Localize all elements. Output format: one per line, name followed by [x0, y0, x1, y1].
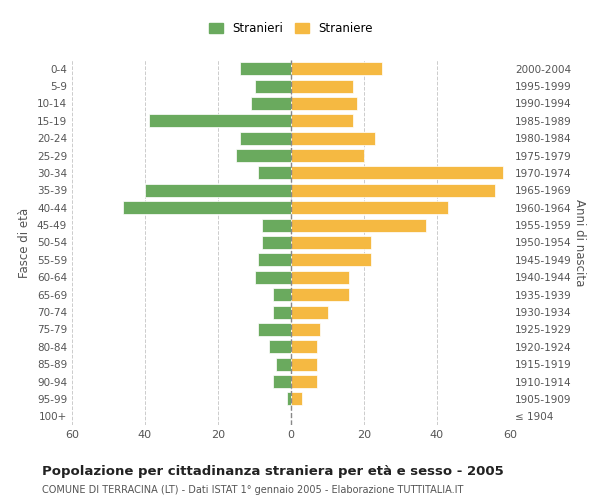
Bar: [287, 392, 291, 406]
Bar: [291, 254, 371, 266]
Bar: [291, 132, 375, 144]
Y-axis label: Anni di nascita: Anni di nascita: [572, 199, 586, 286]
Bar: [149, 114, 291, 128]
Y-axis label: Fasce di età: Fasce di età: [19, 208, 31, 278]
Bar: [258, 323, 291, 336]
Bar: [291, 358, 317, 370]
Bar: [291, 201, 448, 214]
Legend: Stranieri, Straniere: Stranieri, Straniere: [205, 18, 377, 38]
Bar: [291, 375, 317, 388]
Bar: [291, 166, 503, 179]
Bar: [291, 114, 353, 128]
Bar: [258, 254, 291, 266]
Text: COMUNE DI TERRACINA (LT) - Dati ISTAT 1° gennaio 2005 - Elaborazione TUTTITALIA.: COMUNE DI TERRACINA (LT) - Dati ISTAT 1°…: [42, 485, 463, 495]
Bar: [273, 288, 291, 301]
Bar: [291, 62, 382, 75]
Bar: [240, 62, 291, 75]
Bar: [123, 201, 291, 214]
Bar: [251, 97, 291, 110]
Bar: [240, 132, 291, 144]
Bar: [277, 358, 291, 370]
Bar: [273, 375, 291, 388]
Bar: [291, 340, 317, 353]
Bar: [273, 306, 291, 318]
Text: Popolazione per cittadinanza straniera per età e sesso - 2005: Popolazione per cittadinanza straniera p…: [42, 465, 504, 478]
Bar: [254, 80, 291, 92]
Bar: [291, 80, 353, 92]
Bar: [291, 97, 356, 110]
Bar: [291, 149, 364, 162]
Bar: [291, 236, 371, 249]
Bar: [269, 340, 291, 353]
Bar: [254, 270, 291, 284]
Bar: [258, 166, 291, 179]
Bar: [262, 236, 291, 249]
Bar: [291, 323, 320, 336]
Bar: [262, 218, 291, 232]
Bar: [291, 288, 349, 301]
Bar: [291, 184, 496, 197]
Bar: [291, 392, 302, 406]
Bar: [145, 184, 291, 197]
Bar: [291, 270, 349, 284]
Bar: [291, 306, 328, 318]
Bar: [291, 218, 426, 232]
Bar: [236, 149, 291, 162]
